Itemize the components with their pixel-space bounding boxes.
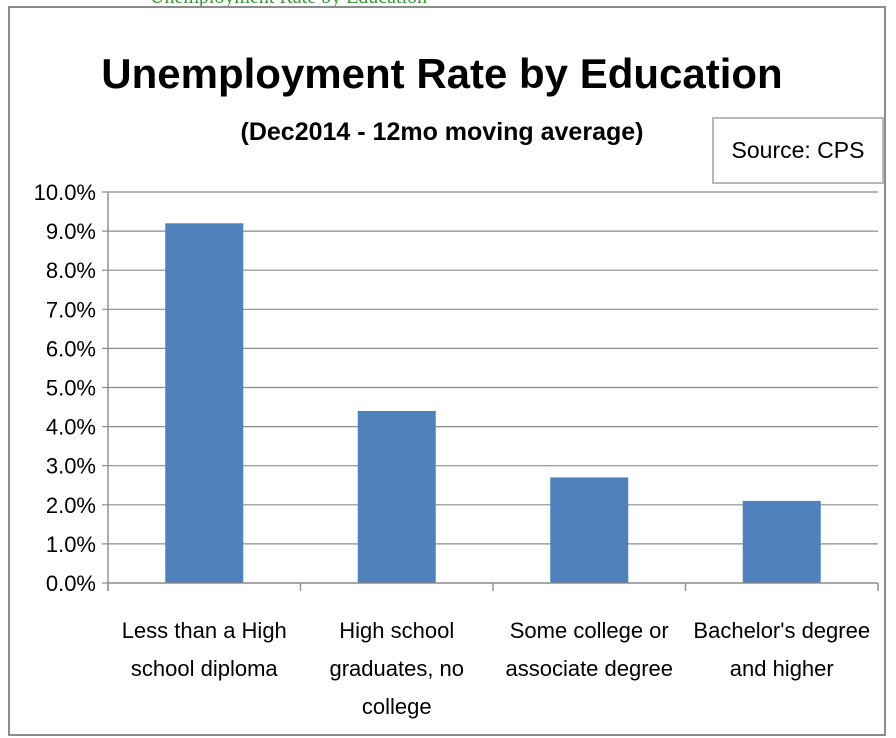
chart-subtitle: (Dec2014 - 12mo moving average) <box>241 118 644 146</box>
y-tick-label: 10.0% <box>34 180 96 205</box>
y-tick-label: 8.0% <box>46 258 96 283</box>
y-tick-label: 9.0% <box>46 219 96 244</box>
y-tick-label: 4.0% <box>46 415 96 440</box>
chart-title: Unemployment Rate by Education <box>101 50 782 97</box>
bar <box>550 477 629 583</box>
clipped-header-label: Unemployment Rate by Education <box>150 0 427 8</box>
y-tick-label: 2.0% <box>46 493 96 518</box>
y-tick-label: 0.0% <box>46 571 96 596</box>
y-tick-label: 7.0% <box>46 297 96 322</box>
bars <box>165 223 821 583</box>
bar <box>742 500 821 583</box>
x-tick-label: Bachelor's degree and higher <box>693 618 870 681</box>
bar <box>357 410 436 583</box>
axes <box>107 192 879 591</box>
y-tick-label: 3.0% <box>46 454 96 479</box>
x-tick-label: Less than a High school diploma <box>122 618 287 681</box>
source-box: Source: CPS <box>712 117 884 184</box>
bar <box>165 223 244 583</box>
y-tick-label: 6.0% <box>46 336 96 361</box>
clipped-header-text: Unemployment Rate by Education <box>0 0 896 8</box>
y-tick-label: 1.0% <box>46 532 96 557</box>
x-axis-labels: Less than a High school diploma High schoo… <box>122 618 870 719</box>
y-tick-label: 5.0% <box>46 376 96 401</box>
x-tick-label: High school graduates, no college <box>329 618 464 719</box>
source-label: Source: CPS <box>731 137 865 163</box>
x-tick-label: Some college or associate degree <box>505 618 673 681</box>
y-axis-ticks: 0.0% 1.0% 2.0% 3.0% 4.0% 5.0% 6.0% 7.0% 8.0% 9.0%… <box>34 180 108 596</box>
